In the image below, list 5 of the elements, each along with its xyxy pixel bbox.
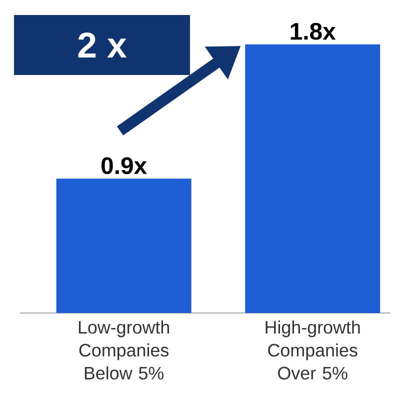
annotation: 2 x: [78, 32, 127, 58]
data-label: 1.8x: [290, 22, 336, 40]
x-tick-label: High-growth Companies Over 5%: [266, 320, 360, 380]
data-label: 0.9x: [102, 157, 147, 174]
x-tick-label: Low-growth Companies Below 5%: [78, 320, 169, 380]
